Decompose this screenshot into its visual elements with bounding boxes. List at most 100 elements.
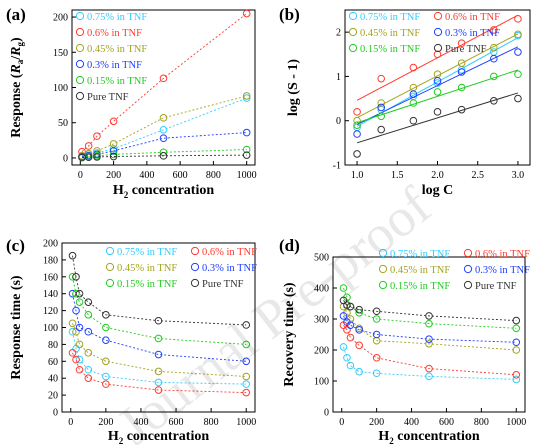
data-point — [409, 90, 418, 98]
series-0-6-in-tnf — [78, 9, 251, 156]
data-point — [346, 302, 355, 311]
data-point — [346, 333, 355, 342]
data-point — [72, 355, 80, 364]
data-point — [514, 70, 522, 79]
legend-marker — [75, 75, 85, 85]
x-tick-label: 1.5 — [391, 170, 404, 181]
data-point — [242, 340, 251, 349]
y-tick-label: 200 — [53, 13, 68, 24]
data-point — [355, 341, 363, 350]
series-0-3-in-tnf — [68, 289, 251, 366]
data-point — [372, 353, 381, 362]
data-point — [433, 88, 442, 96]
panel-label: (a) — [6, 5, 26, 24]
legend-label: 0.6% in TNF — [445, 12, 500, 23]
legend-label: 0.6% in TNF — [202, 247, 257, 258]
data-point — [75, 355, 84, 364]
series-line — [72, 331, 247, 385]
y-tick-label: 50 — [58, 118, 68, 129]
data-point — [78, 147, 86, 156]
data-point — [84, 149, 93, 158]
legend-label: 0.3% in TNF — [475, 265, 530, 276]
legend-label: 0.15% in TNF — [390, 281, 450, 292]
data-point — [75, 298, 84, 306]
y-tick-label: 0 — [324, 408, 329, 419]
y-tick-label: 20 — [48, 391, 58, 402]
data-point — [512, 316, 521, 325]
data-point — [353, 121, 361, 129]
series-0-15-in-tnf — [353, 69, 522, 129]
data-point — [409, 99, 418, 107]
x-tick-label: 2.0 — [431, 170, 444, 181]
data-point — [353, 150, 361, 158]
legend-marker — [348, 27, 358, 37]
data-point — [109, 150, 118, 159]
data-point — [372, 307, 381, 316]
y-tick-label: 2 — [336, 28, 341, 39]
x-tick-label: 400 — [139, 170, 154, 181]
data-point — [512, 346, 521, 354]
x-tick-label: 1000 — [237, 170, 257, 181]
y-tick-label: 200 — [43, 239, 58, 250]
legend-label: 0.75% in TNF — [117, 247, 177, 258]
legend-marker — [463, 280, 473, 290]
panel-label: (b) — [279, 5, 300, 24]
data-point — [154, 378, 163, 387]
y-tick-label: 300 — [314, 315, 329, 326]
data-point — [490, 72, 498, 81]
legend-marker — [105, 246, 115, 256]
x-tick-label: 0 — [78, 170, 83, 181]
legend-marker — [105, 278, 115, 288]
data-point — [409, 63, 418, 72]
series-0-3-in-tnf — [339, 312, 521, 347]
data-point — [242, 94, 251, 102]
data-point — [75, 289, 84, 298]
data-point — [242, 145, 251, 154]
series-0-15-in-tnf — [78, 145, 251, 162]
legend-marker — [105, 262, 115, 272]
data-point — [242, 128, 251, 137]
legend-marker — [378, 264, 388, 274]
y-tick-label: 100 — [314, 377, 329, 388]
y-axis-label: log (S - 1) — [286, 59, 301, 117]
data-point — [372, 315, 381, 323]
data-point — [75, 323, 84, 332]
legend-label: 0.15% in TNF — [87, 76, 147, 87]
data-point — [242, 321, 251, 329]
legend-marker — [75, 59, 85, 69]
legend-label: 0.6% in TNF — [475, 249, 530, 260]
y-tick-label: 120 — [43, 306, 58, 317]
data-point — [514, 94, 522, 103]
legend-label: Pure TNF — [202, 279, 244, 290]
data-point — [159, 74, 168, 83]
data-point — [457, 39, 466, 48]
series-0-75-in-tnf — [78, 94, 251, 161]
series-line — [343, 324, 517, 376]
y-tick-label: 80 — [48, 340, 58, 351]
data-point — [457, 68, 466, 76]
data-point — [490, 96, 498, 105]
x-tick-label: 600 — [169, 417, 184, 428]
data-point — [353, 130, 361, 138]
legend-label: 0.15% in TNF — [360, 44, 420, 55]
legend-label: Pure TNF — [475, 281, 517, 292]
watermark-text: Journal Pre-proof — [106, 175, 442, 445]
series-line — [81, 132, 247, 157]
legend: 0.75% in TNF 0.6% in TNF 0.45% in TNF 0.3% … — [378, 248, 530, 292]
legend-label: 0.45% in TNF — [87, 44, 147, 55]
y-tick-label: 180 — [43, 255, 58, 266]
series-line — [81, 95, 247, 157]
data-point — [433, 50, 442, 59]
data-point — [339, 312, 348, 320]
x-tick-label: 1.0 — [351, 170, 364, 181]
data-point — [514, 48, 522, 56]
data-point — [242, 151, 251, 159]
y-tick-label: 100 — [43, 323, 58, 334]
series-pure-tnf — [339, 296, 521, 325]
legend-marker — [348, 43, 358, 53]
x-tick-label: 400 — [404, 417, 419, 428]
y-tick-label: 40 — [48, 374, 58, 385]
legend-label: 0.3% in TNF — [445, 28, 500, 39]
x-tick-label: 200 — [369, 417, 384, 428]
